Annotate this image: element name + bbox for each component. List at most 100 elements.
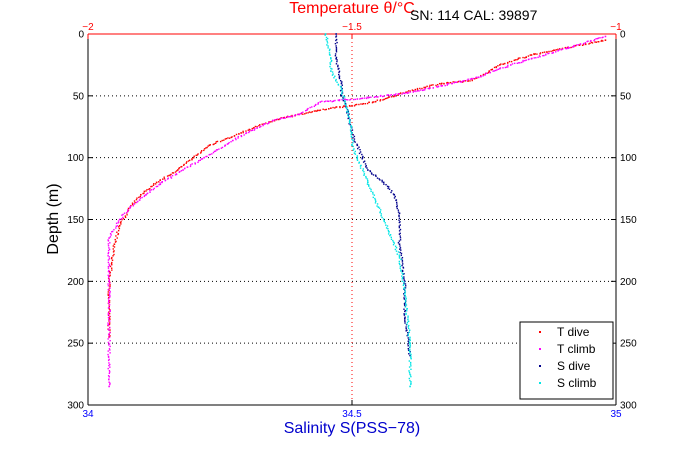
data-point [370,188,372,191]
data-point [396,207,398,210]
data-point [548,50,550,53]
data-point [403,279,405,281]
data-point [294,114,296,116]
data-point [109,281,111,284]
data-point [561,48,564,50]
data-point [248,128,251,131]
data-point [485,72,487,75]
data-point [143,190,146,193]
data-point [348,116,350,118]
data-point [395,250,398,252]
data-point [504,66,507,69]
data-point [109,318,111,320]
legend-marker [539,365,541,367]
data-point [108,348,111,350]
data-point [376,99,379,101]
y-tick-label-right: 150 [620,215,637,226]
data-point [159,182,161,184]
data-point [281,117,283,119]
data-point [408,371,411,374]
legend-label: S climb [557,376,597,390]
data-point [345,107,348,109]
data-point [344,101,346,103]
data-point [305,112,307,114]
data-point [335,80,337,82]
y-tick-label-left: 100 [67,153,84,164]
data-point [200,151,202,153]
data-point [495,66,497,68]
data-point [108,329,110,331]
data-point [109,274,111,276]
data-point [111,264,113,266]
data-point [199,159,201,161]
data-point [108,308,110,310]
data-point [183,163,185,166]
data-point [208,144,211,147]
data-point [358,103,360,106]
data-point [326,42,329,44]
data-point [235,138,237,141]
data-point [393,95,396,97]
data-point [183,167,186,170]
data-point [339,79,342,82]
data-point [510,60,513,63]
data-point [107,350,109,352]
data-point [469,78,472,80]
data-point [107,265,110,268]
data-point [400,249,402,251]
data-point [352,134,354,136]
data-point [191,158,193,160]
data-point [304,109,307,112]
data-point [191,159,193,161]
data-point [107,255,109,257]
data-point [399,224,401,226]
data-point [328,108,330,110]
data-point [189,164,192,166]
data-point [410,355,412,357]
data-point [398,240,401,242]
data-point [401,278,403,280]
data-point [401,276,404,279]
data-point [259,124,261,126]
data-point [428,88,431,90]
data-point [398,219,400,221]
data-point [480,74,482,77]
data-point [405,91,407,93]
data-point [401,264,403,267]
data-point [399,235,401,237]
data-point [461,81,464,83]
data-point [338,99,341,101]
data-point [405,303,407,305]
data-point [372,191,374,194]
data-point [112,251,115,253]
data-point [408,350,411,352]
data-point [393,95,395,98]
data-point [107,328,110,331]
data-point [109,232,112,235]
data-point [404,291,407,293]
data-point [355,103,358,106]
data-point [335,35,338,37]
y-tick-label-left: 250 [67,339,84,350]
data-point [407,334,409,337]
data-point [198,160,200,162]
data-point [572,45,575,48]
data-point [171,174,174,177]
data-point [415,90,417,93]
data-point [302,111,304,113]
data-point [403,288,405,291]
data-point [334,107,336,109]
data-point [299,113,302,115]
data-point [585,43,587,46]
data-point [396,205,398,207]
data-point [590,39,592,42]
data-point [107,297,110,300]
data-point [107,300,110,303]
data-point [135,198,138,201]
data-point [187,160,190,162]
data-point [382,95,384,98]
data-point [109,349,111,351]
data-point [408,331,411,333]
legend-label: S dive [557,359,591,373]
data-point [497,68,499,70]
